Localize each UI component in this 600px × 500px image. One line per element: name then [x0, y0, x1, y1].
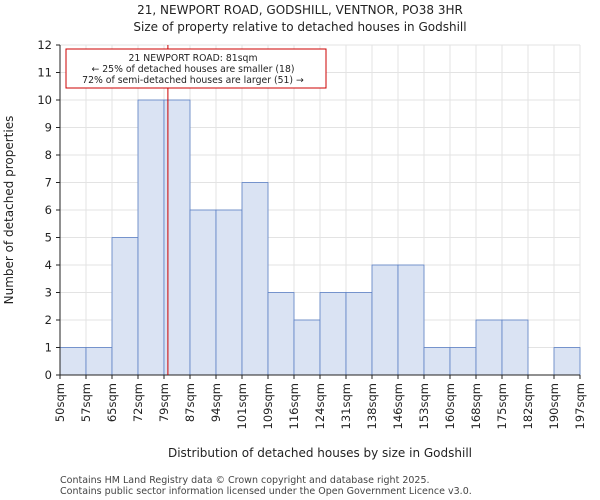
y-tick-label: 10: [37, 93, 52, 107]
x-tick-label: 168sqm: [469, 383, 483, 429]
histogram-bar: [293, 319, 321, 376]
x-tick-label: 87sqm: [183, 383, 197, 422]
x-tick-label: 50sqm: [53, 383, 67, 422]
chart-title: 21, NEWPORT ROAD, GODSHILL, VENTNOR, PO3…: [137, 3, 463, 17]
y-axis-label: Number of detached properties: [2, 116, 16, 305]
histogram-bar: [137, 99, 165, 376]
histogram-bar: [111, 237, 139, 376]
y-tick-label: 8: [45, 148, 52, 162]
y-tick-label: 1: [45, 341, 52, 355]
y-tick-label: 9: [45, 121, 52, 135]
x-tick-label: 175sqm: [495, 383, 509, 429]
y-tick-label: 12: [37, 38, 52, 52]
footer-line-1: Contains HM Land Registry data © Crown c…: [60, 475, 430, 486]
annotation-line-2: ← 25% of detached houses are smaller (18…: [92, 64, 295, 75]
histogram-bar: [397, 264, 425, 376]
y-tick-label: 3: [45, 286, 52, 300]
x-tick-label: 182sqm: [521, 383, 535, 429]
histogram-bar: [371, 264, 399, 376]
histogram-bar: [85, 347, 113, 376]
y-tick-label: 7: [45, 176, 52, 190]
y-tick-label: 2: [45, 313, 52, 327]
y-tick-label: 6: [45, 203, 52, 217]
y-tick-label: 4: [45, 258, 52, 272]
histogram-bar: [345, 292, 373, 376]
x-tick-label: 138sqm: [365, 383, 379, 429]
y-tick-label: 5: [45, 231, 52, 245]
histogram-bar: [423, 347, 451, 376]
x-tick-label: 124sqm: [313, 383, 327, 429]
x-tick-label: 72sqm: [131, 383, 145, 422]
x-axis-label: Distribution of detached houses by size …: [168, 446, 472, 460]
histogram-bar: [241, 182, 269, 376]
histogram-bar: [267, 292, 295, 376]
annotation-box: 21 NEWPORT ROAD: 81sqm ← 25% of detached…: [65, 48, 327, 89]
histogram-bar: [501, 319, 529, 376]
histogram-bar: [449, 347, 477, 376]
x-tick-label: 94sqm: [209, 383, 223, 422]
x-tick-label: 190sqm: [547, 383, 561, 429]
x-ticks: 50sqm 57sqm 65sqm 72sqm 79sqm 87sqm 94sqm 101sq…: [53, 375, 587, 429]
annotation-border: [65, 48, 327, 89]
x-tick-label: 146sqm: [391, 383, 405, 429]
x-tick-label: 131sqm: [339, 383, 353, 429]
annotation-line-1: 21 NEWPORT ROAD: 81sqm: [129, 53, 258, 64]
y-tick-label: 11: [37, 66, 52, 80]
histogram-bar: [475, 319, 503, 376]
histogram-bar: [189, 209, 217, 376]
x-tick-label: 197sqm: [573, 383, 587, 429]
y-tick-label: 0: [45, 368, 52, 382]
footer-line-2: Contains public sector information licen…: [60, 486, 472, 497]
x-tick-label: 109sqm: [261, 383, 275, 429]
chart-subtitle: Size of property relative to detached ho…: [133, 20, 466, 34]
x-tick-label: 57sqm: [79, 383, 93, 422]
histogram-bar: [553, 347, 581, 376]
x-tick-label: 116sqm: [287, 383, 301, 429]
bars: [59, 99, 581, 376]
histogram-bar: [59, 347, 87, 376]
x-tick-label: 65sqm: [105, 383, 119, 422]
x-tick-label: 101sqm: [235, 383, 249, 429]
annotation-line-3: 72% of semi-detached houses are larger (…: [82, 75, 304, 86]
histogram-bar: [319, 292, 347, 376]
x-tick-label: 153sqm: [417, 383, 431, 429]
x-tick-label: 79sqm: [157, 383, 171, 422]
x-tick-label: 160sqm: [443, 383, 457, 429]
histogram-bar: [215, 209, 243, 376]
